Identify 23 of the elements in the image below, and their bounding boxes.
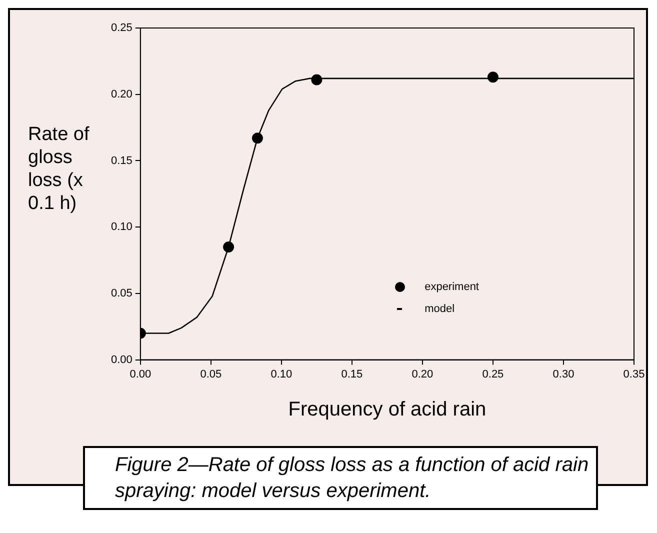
point: [252, 132, 263, 144]
x-axis-title: Frequency of acid rain: [288, 398, 486, 421]
x-tick-label: 0.00: [130, 368, 152, 380]
y-tick-label: 0.00: [110, 354, 132, 366]
y-tick-label: 0.05: [110, 287, 132, 300]
legend-label: experiment: [424, 281, 479, 293]
y-tick-label: 0.15: [110, 154, 132, 167]
legend-label: model: [424, 303, 455, 315]
x-tick-label: 0.20: [412, 368, 434, 380]
y-tick-label: 0.20: [110, 88, 132, 100]
point: [487, 72, 498, 83]
y-tick-label: 0.25: [110, 22, 132, 34]
x-tick-label: 0.35: [623, 368, 645, 380]
point: [223, 241, 234, 252]
x-tick-label: 0.25: [482, 368, 504, 380]
caption: Figure 2—Rate of gloss loss as a function of acid rain spraying: model versus experiment.: [83, 446, 598, 510]
y-axis-title: Rate of gloss loss (x 0.1 h): [28, 123, 90, 215]
x-tick-label: 0.10: [270, 368, 292, 380]
point: [311, 74, 322, 86]
x-tick-label: 0.15: [341, 368, 363, 380]
x-tick-label: 0.05: [200, 368, 222, 380]
x-tick-label: 0.30: [552, 368, 574, 380]
y-tick-label: 0.10: [110, 221, 132, 234]
